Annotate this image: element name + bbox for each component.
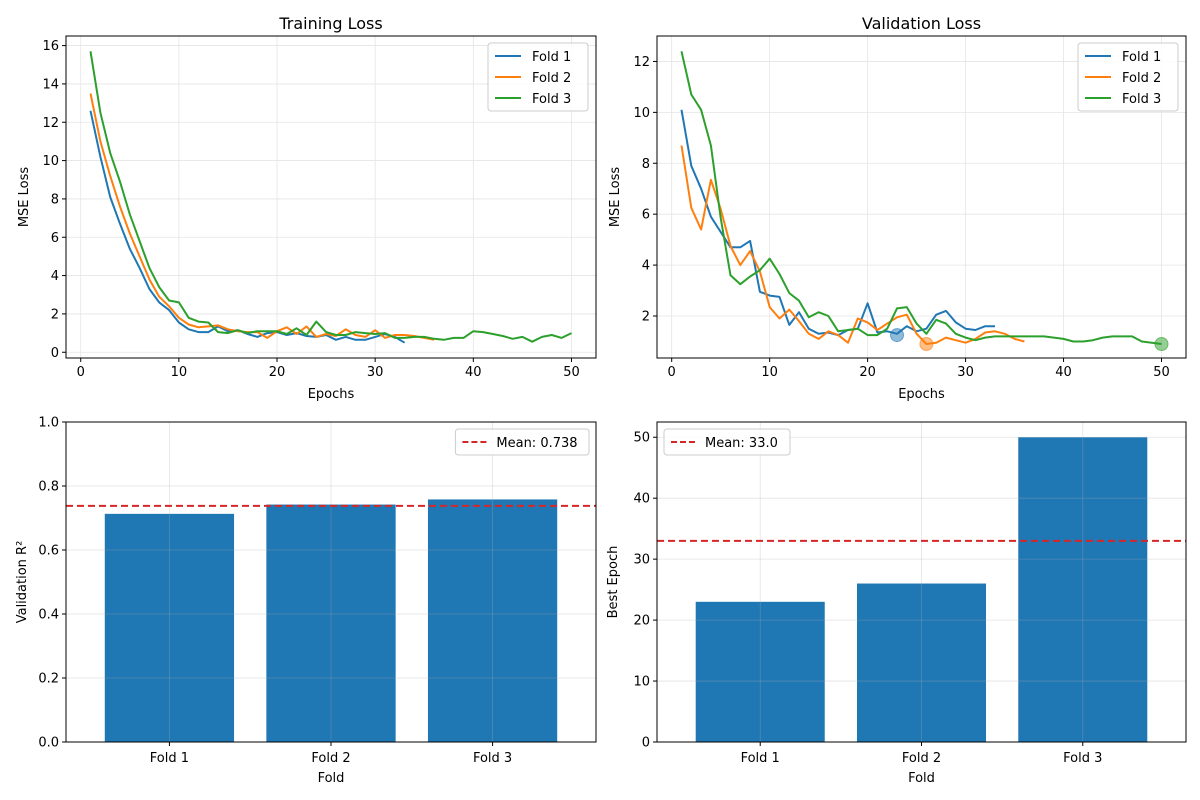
series-line-fold-2 (680, 145, 1025, 345)
x-tick-label: Fold 1 (150, 751, 189, 766)
legend: Fold 1 Fold 2 Fold 3 (487, 42, 589, 112)
y-tick-label: 6 (51, 231, 59, 246)
x-tick-label: 40 (1055, 365, 1072, 380)
y-tick-label: 0.6 (38, 544, 59, 559)
x-tick-label: 50 (563, 365, 580, 380)
legend-label: Fold 1 (532, 50, 571, 65)
y-tick-label: 20 (633, 614, 650, 629)
legend-label: Fold 3 (1122, 92, 1161, 107)
y-tick-label: 50 (633, 431, 650, 446)
y-tick-label: 0.4 (38, 608, 59, 623)
x-tick-label: Fold 3 (473, 751, 512, 766)
y-tick-label: 10 (42, 154, 59, 169)
legend-label: Fold 1 (1122, 50, 1161, 65)
y-tick-label: 4 (642, 259, 650, 274)
plot-frame (656, 35, 1187, 359)
legend-label: Mean: 0.738 (496, 436, 577, 451)
bar-fold-2 (856, 583, 987, 742)
panel-1: 0 10 20 30 40 50 0 2 4 6 8 10 12 14 16 Training Loss Epo… (17, 14, 597, 402)
x-tick-label: 20 (859, 365, 876, 380)
legend: Mean: 0.738 (454, 428, 590, 456)
panel-3: Fold 1 Fold 2 Fold 3 0.0 0.2 0.4 0.6 0.8 1.0 Fold… (15, 416, 597, 786)
y-tick-label: 0.2 (38, 672, 59, 687)
y-tick-label: 1.0 (38, 416, 59, 431)
x-tick-label: 0 (77, 365, 85, 380)
legend-label: Fold 2 (1122, 71, 1161, 86)
x-axis-label: Epochs (898, 387, 945, 402)
best-epoch-marker (1154, 337, 1169, 351)
x-axis-label: Fold (318, 771, 345, 786)
legend-label: Fold 3 (532, 92, 571, 107)
chart-title: Validation Loss (862, 14, 981, 33)
best-epoch-marker (919, 337, 934, 351)
legend-box (487, 42, 589, 112)
x-tick-label: 0 (668, 365, 676, 380)
y-tick-label: 0.0 (38, 736, 59, 751)
chart-title: Training Loss (278, 14, 382, 33)
y-tick-label: 30 (633, 553, 650, 568)
panel-4: Fold 1 Fold 2 Fold 3 0 10 20 30 40 50 Fold Best Ep… (606, 421, 1187, 786)
y-tick-label: 10 (633, 675, 650, 690)
x-tick-label: 10 (761, 365, 778, 380)
y-tick-label: 0.8 (38, 480, 59, 495)
y-tick-label: 12 (633, 55, 650, 70)
legend-box (1077, 42, 1179, 112)
y-tick-label: 6 (642, 208, 650, 223)
x-tick-label: Fold 2 (311, 751, 350, 766)
x-tick-label: Fold 3 (1063, 751, 1102, 766)
legend-box (663, 428, 791, 456)
panel-2: 0 10 20 30 40 50 2 4 6 8 10 12 Validation Loss Epochs… (608, 14, 1187, 402)
y-axis-label: Validation R² (15, 541, 30, 624)
legend-label: Fold 2 (532, 71, 571, 86)
y-axis-label: Best Epoch (606, 546, 621, 619)
y-tick-label: 2 (642, 310, 650, 325)
series-line-fold-3 (680, 51, 1162, 345)
legend-box (454, 428, 590, 456)
y-tick-label: 10 (633, 106, 650, 121)
y-tick-label: 0 (51, 346, 59, 361)
y-tick-label: 4 (51, 269, 59, 284)
bar-fold-3 (427, 499, 558, 742)
legend-label: Mean: 33.0 (705, 436, 778, 451)
y-tick-label: 16 (42, 39, 59, 54)
x-axis-label: Epochs (308, 387, 355, 402)
series-line-fold-2 (89, 93, 435, 341)
legend: Mean: 33.0 (663, 428, 791, 456)
y-tick-label: 0 (642, 736, 650, 751)
plot-frame (65, 35, 597, 359)
x-tick-label: 40 (465, 365, 482, 380)
x-tick-label: 30 (367, 365, 384, 380)
y-tick-label: 40 (633, 492, 650, 507)
x-tick-label: Fold 1 (741, 751, 780, 766)
y-tick-label: 2 (51, 307, 59, 322)
y-tick-label: 12 (42, 116, 59, 131)
series-line-fold-3 (89, 51, 572, 343)
x-tick-label: 30 (957, 365, 974, 380)
x-tick-label: 50 (1153, 365, 1170, 380)
y-tick-label: 8 (642, 157, 650, 172)
x-tick-label: Fold 2 (902, 751, 941, 766)
y-tick-label: 8 (51, 192, 59, 207)
bar-fold-2 (266, 504, 396, 742)
best-epoch-marker (890, 328, 905, 343)
x-tick-label: 10 (171, 365, 188, 380)
y-axis-label: MSE Loss (17, 167, 32, 228)
legend: Fold 1 Fold 2 Fold 3 (1077, 42, 1179, 112)
bar-fold-3 (1018, 437, 1148, 742)
x-axis-label: Fold (908, 771, 935, 786)
x-tick-label: 20 (269, 365, 286, 380)
y-tick-label: 14 (42, 77, 59, 92)
bar-fold-1 (695, 601, 825, 742)
y-axis-label: MSE Loss (608, 167, 623, 228)
bar-fold-1 (104, 513, 235, 742)
